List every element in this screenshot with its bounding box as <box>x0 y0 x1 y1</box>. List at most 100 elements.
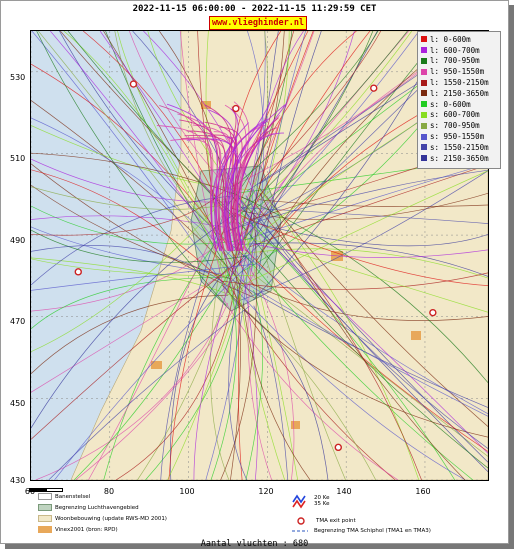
flight-track <box>115 281 236 480</box>
flight-track <box>31 158 232 203</box>
flight-track <box>251 273 488 457</box>
legend-item: s: 950-1550m <box>421 131 500 142</box>
legend-item: l: 0-600m <box>421 34 500 45</box>
flight-track <box>31 294 229 374</box>
legend-swatch <box>421 90 427 97</box>
plot-area <box>30 30 489 481</box>
airport-boundary-swatch <box>38 504 52 511</box>
approach-track <box>185 137 225 252</box>
flight-track <box>250 31 304 186</box>
urban-patch <box>291 421 300 429</box>
x-tick-label: 140 <box>336 487 352 496</box>
y-tick-label: 490 <box>10 236 26 245</box>
altitude-legend: l: 0-600m l: 600-700m l: 700-950m l: 950… <box>417 31 501 169</box>
tma-exit-point <box>232 104 240 113</box>
flight-track <box>259 199 488 208</box>
legend-35ke-label: 35 Ke <box>314 501 330 507</box>
flight-track <box>205 31 233 300</box>
flight-track <box>229 285 396 480</box>
approach-track <box>218 106 237 252</box>
flight-track <box>245 289 264 480</box>
flight-track <box>31 100 253 295</box>
scale-bar-segment <box>46 488 63 492</box>
flight-track <box>259 192 466 480</box>
flight-track <box>31 205 253 245</box>
x-tick-label: 120 <box>258 487 274 496</box>
y-tick-label: 430 <box>10 476 26 485</box>
legend-label: s: 0-600m <box>430 99 471 109</box>
flight-track <box>247 31 306 275</box>
approach-track <box>224 104 247 252</box>
approach-track <box>177 113 222 252</box>
flight-track <box>222 272 488 290</box>
approach-track <box>204 104 233 252</box>
flight-track <box>238 281 243 480</box>
flight-track <box>31 229 248 263</box>
legend-item: l: 700-950m <box>421 56 500 67</box>
approach-track <box>224 108 239 252</box>
flight-track <box>245 195 488 449</box>
tma-exit-points <box>74 80 437 452</box>
flight-track <box>253 243 488 258</box>
flight-track <box>259 31 382 184</box>
flight-track <box>248 233 488 469</box>
x-tick-label: 160 <box>415 487 431 496</box>
legend-runway-label: Banenstelsel <box>55 493 91 500</box>
tma-exit-point <box>370 84 378 92</box>
flight-track <box>73 273 229 480</box>
approach-track <box>232 117 279 252</box>
legend-swatch <box>421 155 427 162</box>
y-tick-label: 450 <box>10 399 26 408</box>
legend-housing: Woonbebouwing (update RWS-MD 2001) <box>38 515 167 522</box>
legend-label: s: 1550-2150m <box>430 142 489 152</box>
y-tick-label: 470 <box>10 317 26 326</box>
legend-swatch <box>421 47 427 54</box>
legend-item: s: 1550-2150m <box>421 142 500 153</box>
flight-track <box>239 207 488 224</box>
flight-track <box>253 219 346 480</box>
legend-label: l: 2150-3650m <box>430 88 489 98</box>
legend-noise-contours: 20 Ke 35 Ke <box>292 493 329 509</box>
flight-track <box>227 31 295 293</box>
flight-count: Aantal vluchten : 680 <box>200 539 309 549</box>
legend-item: l: 1550-2150m <box>421 77 500 88</box>
noise-contour-icon <box>292 494 306 509</box>
legend-label: l: 700-950m <box>430 56 480 66</box>
approach-track <box>192 124 237 252</box>
flight-track <box>258 31 322 270</box>
runway-swatch <box>38 493 52 500</box>
legend-item: l: 950-1550m <box>421 66 500 77</box>
flight-track <box>239 170 488 301</box>
tma-exit-point <box>74 268 82 276</box>
flight-track <box>241 279 488 417</box>
approach-track <box>236 121 263 252</box>
flight-track <box>228 254 248 480</box>
flight-track <box>233 212 488 286</box>
legend-item: l: 2150-3650m <box>421 88 500 99</box>
legend-item: s: 0-600m <box>421 99 500 110</box>
flight-track <box>143 31 260 203</box>
flight-track <box>160 196 231 480</box>
flight-track <box>31 245 224 283</box>
approach-track <box>211 124 266 252</box>
flight-track <box>170 266 229 480</box>
site-link[interactable]: www.vlieghinder.nl <box>209 16 307 30</box>
flight-track <box>31 186 224 210</box>
legend-label: s: 600-700m <box>430 110 480 120</box>
flight-track <box>63 31 235 307</box>
flight-track <box>231 31 357 226</box>
flight-track <box>229 31 378 280</box>
flight-track <box>223 31 420 258</box>
legend-label: s: 950-1550m <box>430 132 485 142</box>
flight-track <box>253 31 371 208</box>
approach-track <box>166 103 223 252</box>
legend-swatch <box>421 144 427 151</box>
flight-track <box>229 191 488 383</box>
land-area <box>70 31 488 480</box>
flight-track <box>259 188 488 427</box>
flight-track <box>31 169 226 285</box>
flight-track <box>179 31 226 296</box>
legend-swatch <box>421 111 427 118</box>
legend-item: l: 600-700m <box>421 45 500 56</box>
